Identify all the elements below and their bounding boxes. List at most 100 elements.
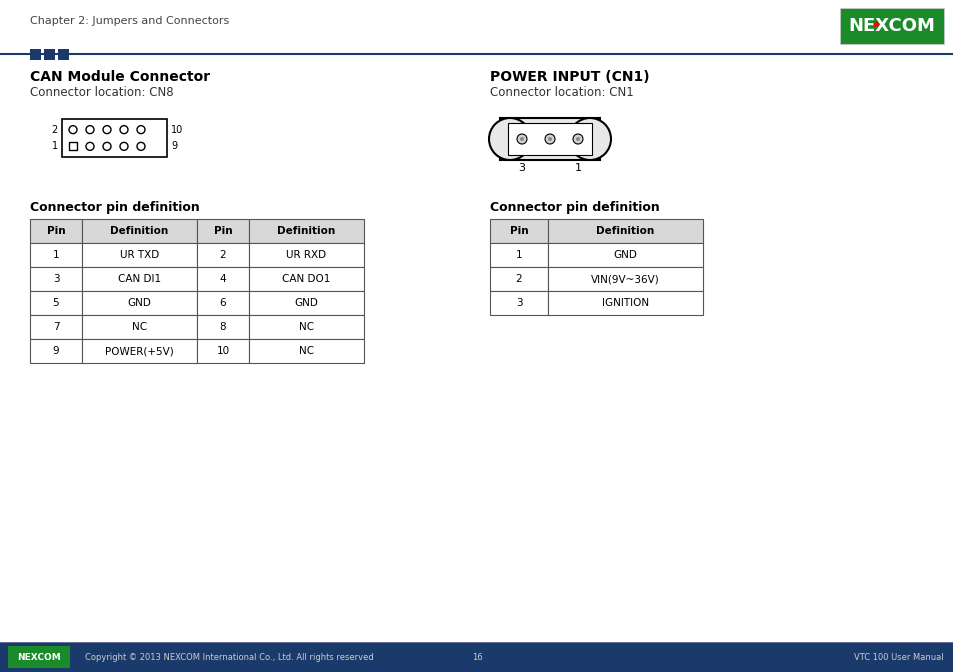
Circle shape <box>69 126 77 134</box>
Bar <box>547 267 702 291</box>
Text: 2: 2 <box>516 274 521 284</box>
Bar <box>547 243 702 267</box>
Text: 2: 2 <box>51 124 58 134</box>
Bar <box>196 267 249 291</box>
Circle shape <box>120 142 128 151</box>
Circle shape <box>120 126 128 134</box>
Text: Definition: Definition <box>596 226 654 236</box>
Text: UR TXD: UR TXD <box>120 250 159 260</box>
Text: CAN DI1: CAN DI1 <box>118 274 161 284</box>
Bar <box>499 118 599 160</box>
Text: Definition: Definition <box>277 226 335 236</box>
Circle shape <box>103 142 111 151</box>
Text: POWER INPUT (CN1): POWER INPUT (CN1) <box>490 70 649 84</box>
Bar <box>249 219 364 243</box>
Text: NEXCOM: NEXCOM <box>17 653 61 661</box>
Text: Pin: Pin <box>213 226 233 236</box>
Text: 9: 9 <box>52 346 59 356</box>
Bar <box>82 315 196 339</box>
Bar <box>69 142 77 151</box>
Bar <box>30 315 82 339</box>
Text: Copyright © 2013 NEXCOM International Co., Ltd. All rights reserved: Copyright © 2013 NEXCOM International Co… <box>85 653 374 661</box>
Text: Connector pin definition: Connector pin definition <box>30 200 199 214</box>
Bar <box>30 219 82 243</box>
Bar <box>82 219 196 243</box>
Circle shape <box>86 126 94 134</box>
Text: 4: 4 <box>219 274 226 284</box>
Bar <box>490 243 547 267</box>
Circle shape <box>137 142 145 151</box>
Text: Definition: Definition <box>111 226 169 236</box>
Text: Connector location: CN1: Connector location: CN1 <box>490 85 633 99</box>
Circle shape <box>86 142 94 151</box>
Text: Pin: Pin <box>509 226 528 236</box>
Bar <box>30 48 41 60</box>
Bar <box>58 48 69 60</box>
Bar <box>490 219 547 243</box>
Bar <box>249 315 364 339</box>
Text: CAN DO1: CAN DO1 <box>282 274 331 284</box>
Text: 10: 10 <box>216 346 230 356</box>
Bar <box>82 267 196 291</box>
Text: Chapter 2: Jumpers and Connectors: Chapter 2: Jumpers and Connectors <box>30 16 229 26</box>
Text: GND: GND <box>128 298 152 308</box>
Circle shape <box>573 134 582 144</box>
Text: CAN Module Connector: CAN Module Connector <box>30 70 210 84</box>
Text: POWER(+5V): POWER(+5V) <box>105 346 173 356</box>
Bar <box>490 291 547 315</box>
Text: Connector location: CN8: Connector location: CN8 <box>30 85 173 99</box>
Text: 5: 5 <box>52 298 59 308</box>
Bar <box>82 339 196 363</box>
Text: 10: 10 <box>171 124 183 134</box>
Bar <box>30 291 82 315</box>
Bar <box>249 339 364 363</box>
Bar <box>30 267 82 291</box>
Text: 1: 1 <box>51 141 58 151</box>
Bar <box>82 291 196 315</box>
Text: 3: 3 <box>52 274 59 284</box>
Text: 1: 1 <box>516 250 521 260</box>
Text: NC: NC <box>298 322 314 332</box>
Text: 9: 9 <box>171 141 177 151</box>
Text: 16: 16 <box>471 653 482 661</box>
Circle shape <box>568 118 610 160</box>
Circle shape <box>517 134 526 144</box>
Text: NC: NC <box>298 346 314 356</box>
Bar <box>507 123 592 155</box>
Bar <box>490 267 547 291</box>
Bar <box>196 243 249 267</box>
Text: 1: 1 <box>574 163 581 173</box>
Text: 7: 7 <box>52 322 59 332</box>
Text: UR RXD: UR RXD <box>286 250 326 260</box>
Text: 6: 6 <box>219 298 226 308</box>
Bar <box>547 219 702 243</box>
Bar <box>249 267 364 291</box>
Text: GND: GND <box>294 298 318 308</box>
Bar <box>62 119 167 157</box>
Circle shape <box>576 137 579 141</box>
Circle shape <box>544 134 555 144</box>
Circle shape <box>519 137 523 141</box>
Bar <box>44 48 55 60</box>
Bar <box>547 291 702 315</box>
Text: 3: 3 <box>516 298 521 308</box>
Bar <box>0 642 953 672</box>
Circle shape <box>547 137 552 141</box>
Bar <box>8 646 70 668</box>
Circle shape <box>489 118 531 160</box>
Bar <box>249 291 364 315</box>
Bar <box>30 339 82 363</box>
Bar <box>82 243 196 267</box>
Text: Pin: Pin <box>47 226 65 236</box>
Bar <box>196 315 249 339</box>
Text: NC: NC <box>132 322 147 332</box>
Bar <box>196 291 249 315</box>
Text: Connector pin definition: Connector pin definition <box>490 200 659 214</box>
Bar <box>196 219 249 243</box>
Text: 3: 3 <box>518 163 525 173</box>
Text: 8: 8 <box>219 322 226 332</box>
Bar <box>249 243 364 267</box>
Text: 2: 2 <box>219 250 226 260</box>
Circle shape <box>103 126 111 134</box>
Text: VTC 100 User Manual: VTC 100 User Manual <box>854 653 943 661</box>
